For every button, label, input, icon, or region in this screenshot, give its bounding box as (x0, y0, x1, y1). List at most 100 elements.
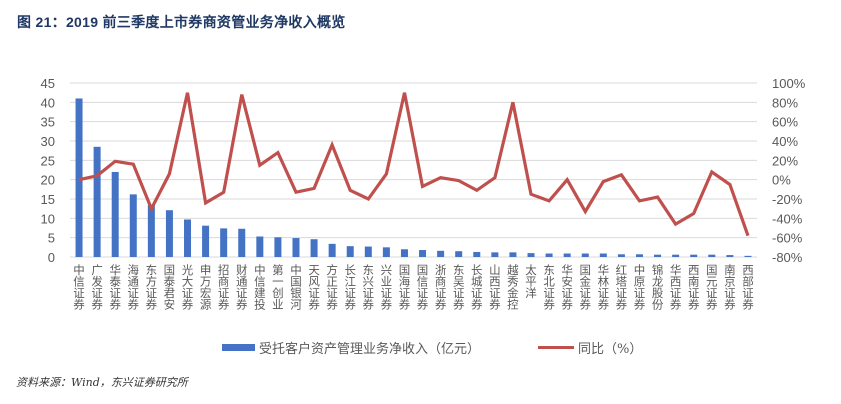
bar (274, 237, 282, 257)
right-axis-tick: -60% (772, 231, 803, 246)
category-label: 国信证券 (416, 264, 430, 310)
bar (473, 251, 481, 257)
category-label: 第一创业 (271, 263, 285, 310)
category-label: 中国银河 (289, 264, 303, 310)
right-axis-tick: 0% (772, 173, 791, 188)
bar (744, 255, 752, 257)
bar (654, 254, 662, 257)
bar (75, 98, 83, 257)
bar-swatch-icon (222, 344, 255, 351)
left-axis-tick: 45 (41, 76, 55, 91)
category-label: 国泰君安 (162, 264, 176, 311)
category-label: 中原证券 (632, 264, 646, 310)
bar (690, 254, 698, 257)
category-label: 光大证券 (181, 263, 195, 310)
left-axis-tick: 0 (48, 250, 55, 265)
category-label: 红塔证券 (614, 264, 628, 310)
bar (147, 204, 155, 257)
bar (184, 219, 192, 257)
category-label: 招商证券 (217, 263, 231, 310)
category-label: 长城证券 (470, 264, 484, 310)
category-label: 兴业证券 (379, 264, 393, 310)
bar (400, 249, 408, 257)
bar (328, 243, 336, 257)
bar (635, 254, 643, 257)
legend-item-bar: 受托客户资产管理业务净收入（亿元） (222, 338, 480, 357)
bar (455, 251, 463, 257)
bar (419, 250, 427, 257)
category-label: 华泰证券 (108, 263, 122, 310)
bar (111, 171, 119, 257)
bar (563, 253, 571, 257)
category-label: 长江证券 (343, 264, 357, 310)
legend-item-line: 同比（%） (538, 338, 642, 357)
category-label: 国海证券 (397, 264, 411, 310)
bar (599, 253, 607, 257)
category-label: 东方证券 (144, 264, 158, 310)
bar (527, 253, 535, 257)
bar (346, 246, 354, 257)
category-label: 东兴证券 (361, 264, 375, 310)
category-label: 西南证券 (687, 264, 701, 310)
line-swatch-icon (538, 346, 575, 349)
bar (202, 225, 210, 257)
bar (509, 252, 517, 257)
bar (364, 246, 372, 257)
source-note: 资料来源：Wind，东兴证券研究所 (16, 376, 188, 389)
right-axis-tick: -80% (772, 250, 803, 265)
bar (165, 210, 173, 257)
category-label: 方正证券 (325, 263, 339, 310)
bar (672, 254, 680, 257)
category-label: 东吴证券 (452, 264, 466, 310)
left-axis-tick: 40 (41, 95, 55, 110)
left-axis-tick: 30 (41, 134, 55, 149)
category-label: 西部证券 (741, 264, 755, 310)
legend-bar-label: 受托客户资产管理业务净收入（亿元） (259, 342, 481, 357)
bar (220, 228, 228, 257)
left-axis-tick: 20 (41, 173, 55, 188)
category-label: 财通证券 (235, 263, 249, 310)
category-label: 华西证券 (669, 263, 683, 310)
bar (310, 239, 318, 257)
category-label: 太平洋 (524, 264, 538, 299)
left-axis-tick: 25 (41, 153, 55, 168)
bar (617, 254, 625, 257)
bar (491, 252, 499, 257)
category-label: 南京证券 (723, 263, 737, 310)
left-axis-tick: 10 (41, 211, 55, 226)
chart-legend: 受托客户资产管理业务净收入（亿元） 同比（%） (222, 338, 700, 357)
bar (256, 236, 264, 257)
category-label: 越秀金控 (506, 263, 520, 310)
bar (93, 146, 101, 257)
right-axis-tick: 40% (772, 134, 798, 149)
category-label: 东北证券 (542, 264, 556, 310)
category-label: 华林证券 (596, 263, 610, 310)
right-axis-tick: 80% (772, 95, 798, 110)
yoy-line (78, 92, 750, 237)
category-label: 锦龙股份 (651, 263, 665, 311)
legend-line-label: 同比（%） (578, 342, 643, 357)
bar (545, 253, 553, 257)
right-axis-tick: 100% (772, 76, 806, 91)
figure-title: 图 21：2019 前三季度上市券商资管业务净收入概览 (17, 14, 346, 30)
right-axis-tick: 20% (772, 153, 798, 168)
category-label: 浙商证券 (434, 264, 448, 310)
bar (726, 255, 734, 257)
left-axis-tick: 5 (48, 231, 55, 246)
right-axis-tick: -20% (772, 192, 803, 207)
category-label: 国金证券 (578, 264, 592, 310)
category-label: 广发证券 (90, 264, 104, 310)
bar (292, 238, 300, 257)
category-label: 山西证券 (488, 264, 502, 310)
left-axis-tick: 35 (41, 115, 55, 130)
bar (382, 247, 390, 257)
category-label: 中信证券 (72, 264, 86, 310)
bar (581, 253, 589, 257)
category-label: 中信建投 (253, 264, 267, 311)
category-label: 国元证券 (705, 264, 719, 310)
category-label: 申万宏源 (199, 264, 213, 311)
right-axis-tick: 60% (772, 115, 798, 130)
bar (238, 228, 246, 257)
bar (708, 254, 716, 257)
